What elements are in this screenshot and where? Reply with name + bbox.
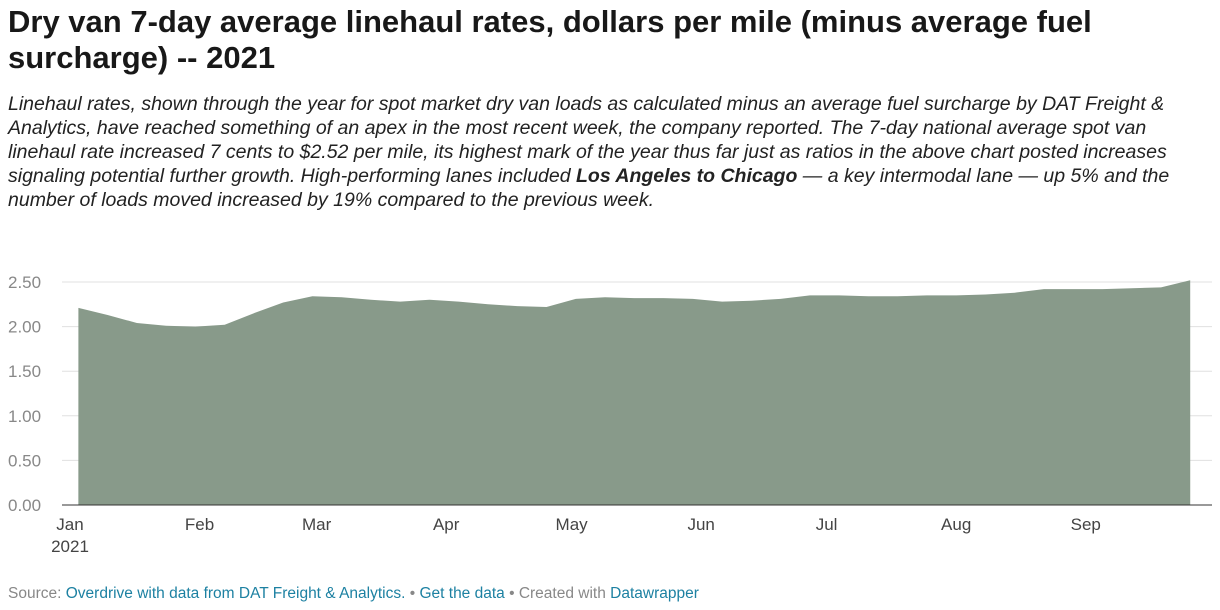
get-data-link[interactable]: Get the data: [419, 585, 505, 602]
description-text-2: — a key intermodal lane — up 5% and the …: [8, 165, 1170, 211]
x-tick-label: Aug: [941, 515, 971, 534]
description-text: Linehaul rates, shown through the year f…: [8, 93, 1167, 187]
source-label: Source:: [8, 585, 66, 602]
x-tick-label: Jul: [816, 515, 838, 534]
x-tick-sublabel: 2021: [51, 537, 89, 556]
y-tick-label: 0.00: [8, 496, 41, 515]
created-with-label: • Created with: [504, 585, 611, 602]
chart-title: Dry van 7-day average linehaul rates, do…: [8, 4, 1092, 75]
y-tick-label: 1.00: [8, 407, 41, 426]
x-tick-label: Mar: [302, 515, 332, 534]
datawrapper-link[interactable]: Datawrapper: [610, 585, 699, 602]
y-tick-label: 2.00: [8, 318, 41, 337]
y-tick-label: 0.50: [8, 451, 41, 470]
x-tick-label: Jan: [56, 515, 83, 534]
y-tick-label: 2.50: [8, 273, 41, 292]
footer: Source: Overdrive with data from DAT Fre…: [8, 585, 699, 603]
x-tick-label: Apr: [433, 515, 460, 534]
source-link[interactable]: Overdrive with data from DAT Freight & A…: [65, 585, 406, 602]
x-tick-label: Feb: [185, 515, 214, 534]
description-bold: Los Angeles to Chicago: [576, 165, 798, 187]
x-tick-label: May: [556, 515, 589, 534]
y-tick-label: 1.50: [8, 362, 41, 381]
separator: •: [405, 585, 420, 602]
x-tick-label: Sep: [1071, 515, 1101, 534]
x-tick-label: Jun: [687, 515, 714, 534]
area-series: [78, 280, 1191, 505]
chart-description: Linehaul rates, shown through the year f…: [8, 92, 1213, 212]
